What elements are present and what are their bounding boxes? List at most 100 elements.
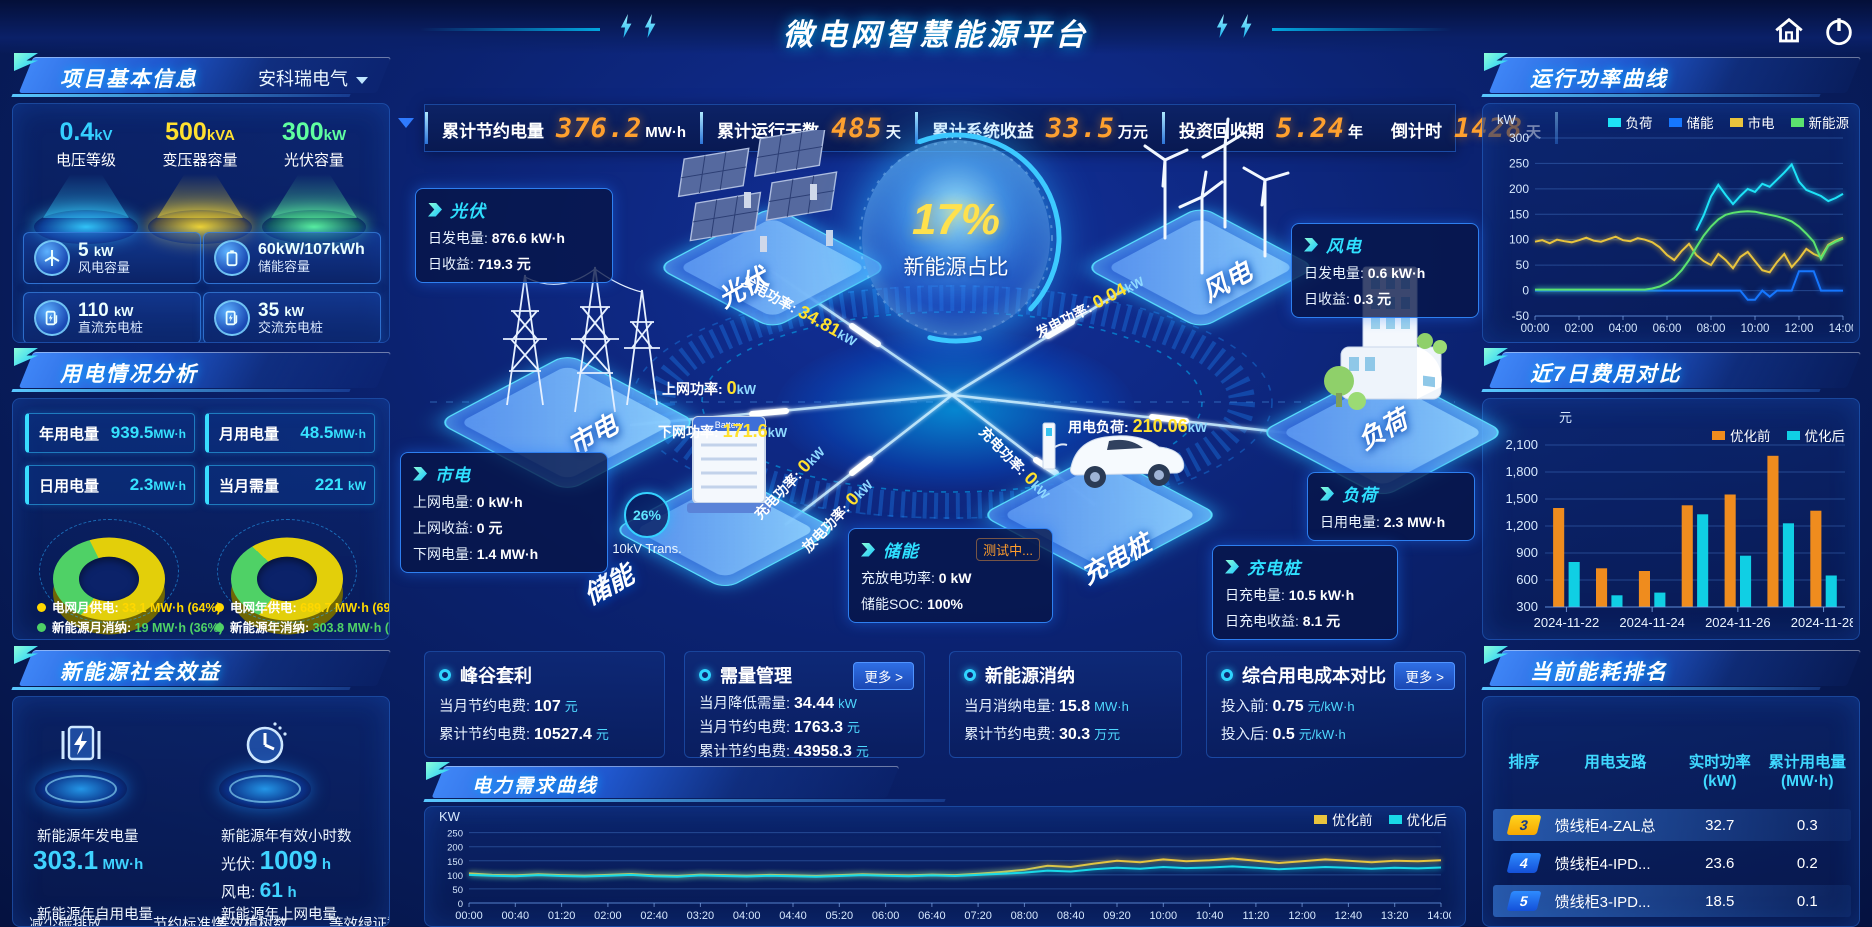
transformer-badge: 26% 10kV Trans. (602, 492, 692, 556)
top-header: 微电网智慧能源平台 (0, 0, 1872, 54)
kpi-payback-period: 投资回收期 5.24 年 (1178, 112, 1363, 144)
month-demand-card: 当月需量 221 kW (205, 465, 375, 505)
wind-turbines-icon (1143, 117, 1290, 275)
panel-title: 项目基本信息 (60, 68, 198, 91)
wind-turbine-icon (34, 240, 70, 276)
svg-text:09:20: 09:20 (1103, 910, 1131, 922)
panel-title: 运行功率曲线 (1530, 68, 1668, 91)
social-benefit-body: 新能源年发电量 303.1 MW·h 新能源年有效小时数 光伏: 1009 h … (12, 696, 390, 927)
legend-item: 新能源 (1790, 112, 1849, 132)
social-benefit-header: 新能源社会效益 (11, 646, 392, 690)
gen-label: 新能源年发电量 (37, 829, 139, 845)
gen-value: 303.1 MW·h (33, 845, 144, 875)
coal-label: 节约标准煤 (153, 917, 226, 927)
svg-text:1,800: 1,800 (1505, 464, 1538, 479)
svg-text:300: 300 (1516, 599, 1538, 614)
charging-pile-icon (34, 300, 70, 336)
header-deco-line-left (420, 28, 600, 31)
svg-text:100: 100 (447, 871, 463, 882)
ring-dot-icon (699, 669, 711, 681)
cost-compare-body: 元 优化前 优化后 300 600 900 1,200 1,500 1,800 2,100 20… (1482, 398, 1860, 640)
battery-container-icon: Battery (687, 416, 771, 513)
testing-badge: 测试中... (976, 538, 1040, 561)
svg-text:100: 100 (1509, 233, 1529, 247)
energy-ranking-body: 排序 用电支路 实时功率 (kW) 累计用电量 (MW·h) 3 馈线柜4-ZAL总… (1482, 696, 1860, 927)
tree-label: 等效植树数 (215, 917, 288, 927)
rank-badge: 5 (1506, 891, 1542, 911)
storage-info-card: 储能 测试中... 充放电功率: 0 kW 储能SOC: 100% (848, 528, 1053, 623)
to-grid-label: 新能源年上网电量 (221, 907, 337, 923)
svg-text:1,500: 1,500 (1505, 491, 1538, 506)
legend-grid-month: 电网月供电: 33.1 MW·h (64%) (37, 597, 221, 616)
svg-text:10:40: 10:40 (1196, 910, 1224, 922)
power-curve-header: 运行功率曲线 (1481, 53, 1862, 97)
svg-text:04:00: 04:00 (733, 910, 761, 922)
svg-text:02:40: 02:40 (640, 910, 668, 922)
grid-info-card: 市电 上网电量: 0 kW·h 上网收益: 0 元 下网电量: 1.4 MW·h (400, 452, 608, 573)
month-usage-card: 月用电量 48.5MW·h (205, 413, 375, 453)
cost-more-button[interactable]: 更多 > (1394, 662, 1455, 690)
ring-dot-icon (1221, 669, 1233, 681)
svg-text:200: 200 (447, 843, 463, 854)
rank-badge: 4 (1506, 853, 1542, 873)
legend-item: 优化后 (1786, 425, 1845, 445)
demand-curve-body: KW 优化前 优化后 0 50 100 150 200 250 00:00 00:40 01:20… (424, 806, 1466, 927)
svg-text:-50: -50 (1512, 309, 1530, 323)
legend-item: 市电 (1729, 112, 1775, 132)
svg-text:10:00: 10:00 (1741, 323, 1770, 335)
svg-text:00:00: 00:00 (1521, 323, 1550, 335)
cert-label: 等效绿证数 (329, 917, 389, 927)
power-legend: 负荷 储能 市电 新能源 (1607, 112, 1849, 132)
dc-charger-box: 110 kW 直流充电桩 (23, 292, 201, 342)
panel-title: 电力需求曲线 (472, 776, 599, 797)
company-dropdown[interactable]: 安科瑞电气 (258, 65, 368, 91)
lightning-icon (1240, 14, 1252, 38)
ranking-table-header: 排序 用电支路 实时功率 (kW) 累计用电量 (MW·h) (1508, 754, 1847, 791)
carbon-label: 减少碳排放 (29, 917, 102, 927)
legend-item: 优化后 (1388, 809, 1447, 829)
solar-panels-icon (677, 130, 838, 252)
arrow-icon (413, 466, 427, 481)
storage-capacity-box: 60kW/107kWh 储能容量 (203, 232, 381, 284)
demand-manage-card: 需量管理 更多 > 当月降低需量: 34.44 kW 当月节约电费: 1763.3 元 … (684, 651, 925, 760)
ranking-row: 4 馈线柜4-IPD... 23.6 0.2 (1493, 847, 1851, 879)
generation-lightning-icon (61, 725, 101, 761)
ac-charger-box: 35 kW 交流充电桩 (203, 292, 381, 342)
power-button[interactable] (1822, 14, 1856, 48)
svg-text:05:20: 05:20 (826, 910, 854, 922)
home-button[interactable] (1772, 14, 1806, 48)
demand-curve-header: 电力需求曲线 (423, 762, 1466, 802)
generation-pedestal (35, 769, 127, 809)
wind-info-card: 风电 日发电量: 0.6 kW·h 日收益: 0.3 元 (1291, 223, 1479, 318)
arrow-icon (1304, 237, 1318, 252)
ring-dot-icon (439, 669, 451, 681)
project-info-body: 0.4kV 电压等级 500kVA 变压器容量 300kW 光伏容量 5 kW … (12, 103, 390, 343)
new-energy-ratio-label: 新能源占比 (903, 256, 1009, 279)
demand-more-button[interactable]: 更多 > (853, 662, 914, 690)
wind-capacity-box: 5 kW 风电容量 (23, 232, 201, 284)
hours-label: 新能源年有效小时数 (221, 829, 352, 845)
arrow-icon (428, 202, 442, 217)
legend-item: 优化前 (1314, 809, 1373, 829)
peak-valley-card: 峰谷套利 当月节约电费: 107 元 累计节约电费: 10527.4 元 (424, 651, 665, 758)
svg-text:12:00: 12:00 (1288, 910, 1316, 922)
arrow-icon (1225, 559, 1239, 574)
svg-text:250: 250 (1509, 156, 1529, 170)
svg-text:2024-11-22: 2024-11-22 (1534, 615, 1600, 630)
lightning-icon (644, 14, 656, 38)
svg-text:2,100: 2,100 (1505, 437, 1538, 452)
panel-title: 当前能耗排名 (1530, 661, 1668, 684)
cost-y-axis-label: 元 (1559, 410, 1573, 425)
svg-text:1,200: 1,200 (1505, 518, 1538, 533)
svg-text:02:00: 02:00 (1565, 323, 1594, 335)
transformer-podium: 500kVA 变压器容量 (141, 118, 259, 244)
svg-text:01:20: 01:20 (548, 910, 576, 922)
svg-text:12:40: 12:40 (1335, 910, 1363, 922)
kpi-system-income: 累计系统收益 33.5 万元 (931, 112, 1148, 144)
arrow-icon (861, 542, 875, 557)
demand-y-axis-label: KW (439, 809, 460, 824)
social-benefit-panel: 新能源社会效益 新能源年发电量 303.1 MW·h 新能源年有效小时数 光伏:… (11, 646, 392, 927)
demand-curve-panel: 电力需求曲线 KW 优化前 优化后 0 50 100 150 200 250 00:00 00:… (423, 762, 1466, 927)
svg-text:13:20: 13:20 (1381, 910, 1409, 922)
year-energy-donut (213, 511, 363, 635)
